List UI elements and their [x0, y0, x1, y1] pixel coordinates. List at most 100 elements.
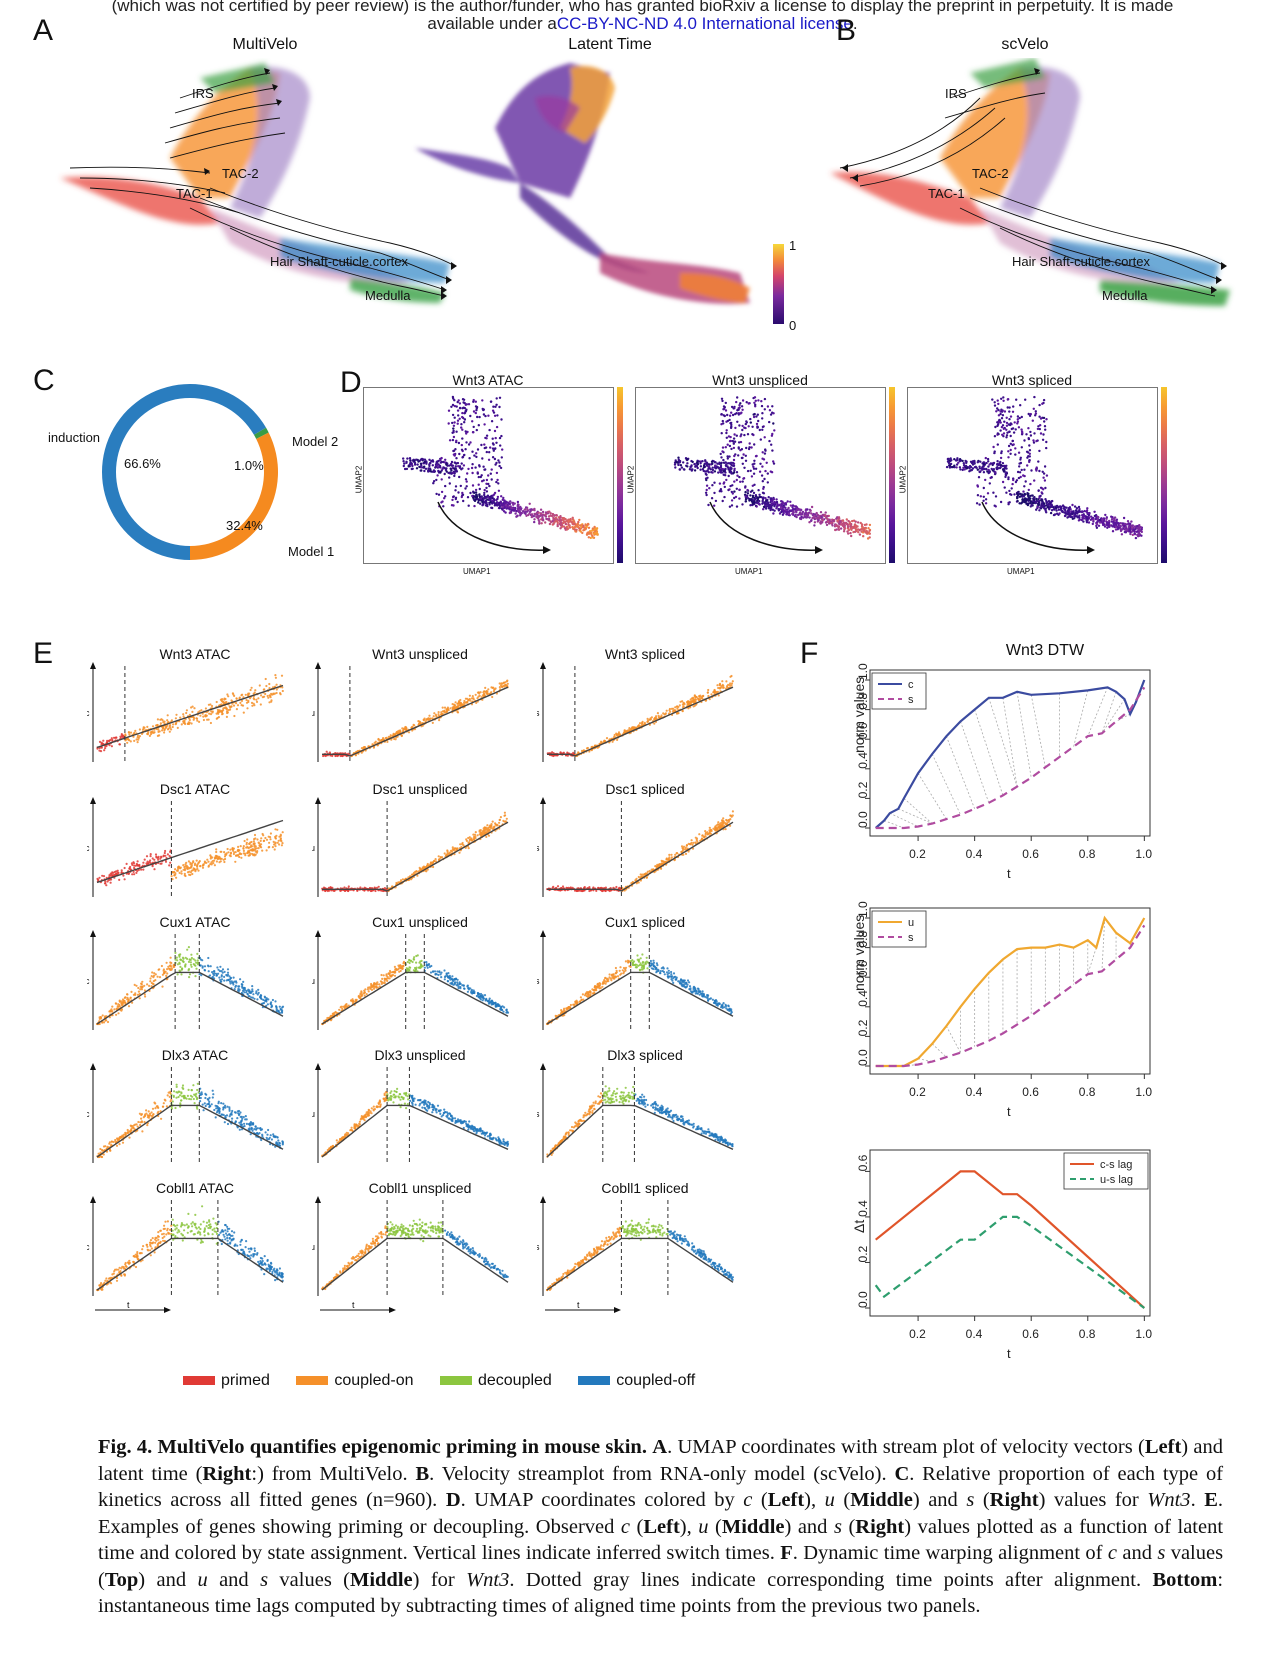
license-line-2: available under aCC-BY-NC-ND 4.0 Interna… [0, 14, 1285, 34]
scvelo-arrowheads [842, 68, 1227, 294]
umap-d-title-3: Wnt3 spliced [991, 372, 1073, 388]
umap-d-plot-2 [635, 387, 895, 564]
donut-pct-induction: 66.6% [124, 456, 161, 471]
e-points-r4-c1 [96, 1082, 284, 1159]
multivelo-label-medulla: Medulla [365, 288, 411, 303]
panel-letter-b: B [836, 14, 857, 47]
e-fit-r4-c3 [546, 1104, 734, 1158]
panel-letter-d: D [340, 366, 362, 399]
e-points-r4-c2 [321, 1087, 510, 1158]
e-fit-r3-c2 [321, 971, 509, 1025]
e-fit-r5-c2 [321, 1237, 509, 1291]
e-points-r3-c3 [545, 953, 733, 1026]
scvelo-label-hair-shaft: Hair Shaft-cuticle.cortex [1012, 254, 1150, 269]
umap-d-cells-2 [673, 396, 872, 540]
multivelo-label-tac1: TAC-1 [176, 186, 213, 201]
svg-text:c: c [87, 843, 90, 853]
scvelo-clusters [830, 58, 1230, 306]
multivelo-title: MultiVelo [232, 36, 298, 53]
e-scatter-r2-c3: s [537, 797, 734, 897]
umap-d-trajectory-arrow-3 [981, 501, 1093, 551]
svg-text:u: u [312, 708, 315, 718]
multivelo-label-irs: IRS [192, 86, 214, 101]
license-line-1: (which was not certified by peer review)… [111, 0, 1174, 15]
umap-d-trajectory-arrow-2 [709, 501, 821, 551]
e-scatter-r5-c1: ct [87, 1196, 284, 1313]
e-title-r3-c1: Cux1 ATAC [159, 914, 231, 930]
donut-slices [101, 384, 278, 560]
dtw-series-1-c [874, 679, 1146, 829]
e-fit-r3-c3 [546, 971, 734, 1025]
e-points-r4-c3 [546, 1085, 734, 1158]
umap-d-cells-3 [945, 395, 1143, 540]
latent-colorbar-max: 1 [789, 238, 797, 253]
license-suffix: . [852, 14, 858, 33]
umap-d-plot-1 [363, 387, 623, 564]
donut-slice-model2 [253, 427, 269, 439]
legend-coupled-on: coupled-on [296, 1372, 414, 1389]
donut-label-model1: Model 1 [288, 544, 335, 559]
scvelo-label-irs: IRS [945, 86, 967, 101]
e-title-r2-c1: Dsc1 ATAC [159, 781, 231, 797]
caption-title: Fig. 4. MultiVelo quantifies epigenomic … [98, 1436, 647, 1458]
donut-label-model2: Model 2 [292, 434, 339, 449]
umap-d-xlabel-1: UMAP1 [463, 567, 491, 576]
e-title-r2-c2: Dsc1 unspliced [372, 781, 468, 797]
e-title-r1-c2: Wnt3 unspliced [372, 646, 468, 662]
latent-time-colorbar [773, 244, 784, 324]
e-fit-r4-c2 [321, 1104, 509, 1158]
umap-d-xlabel-3: UMAP1 [1007, 567, 1035, 576]
legend-primed-swatch [183, 1376, 215, 1386]
svg-text:u: u [312, 843, 315, 853]
panel-letter-c: C [33, 364, 55, 397]
e-scatter-r4-c3: s [537, 1063, 734, 1163]
panel-letter-f: F [800, 637, 819, 670]
e-scatter-r3-c1: c [87, 930, 285, 1030]
svg-text:s: s [537, 708, 540, 718]
donut-slice-model1 [190, 432, 278, 560]
dtw-series-2-s [875, 924, 1146, 1068]
e-fit-r5-c3 [546, 1237, 734, 1291]
e-scatter-r2-c2: u [312, 797, 509, 897]
e-fit-r2-c3 [547, 821, 734, 892]
umap-d-colorbar-3 [1161, 387, 1167, 563]
umap-d-colorbar-2 [889, 387, 895, 563]
e-scatter-r4-c1: c [87, 1063, 284, 1163]
donut-label-induction: induction [48, 430, 101, 445]
panel-letter-a: A [33, 14, 54, 47]
e-points-r3-c1 [95, 946, 285, 1026]
license-link[interactable]: CC-BY-NC-ND 4.0 International license [556, 14, 853, 33]
e-title-r3-c2: Cux1 unspliced [372, 914, 468, 930]
e-scatter-r4-c2: u [312, 1063, 510, 1163]
svg-text:c: c [87, 708, 90, 718]
figure-caption: Fig. 4. MultiVelo quantifies epigenomic … [98, 1436, 1224, 1617]
e-points-r3-c2 [321, 954, 510, 1026]
legend-primed: primed [183, 1372, 270, 1389]
multivelo-label-tac2: TAC-2 [222, 166, 259, 181]
e-fit-r4-c1 [96, 1104, 284, 1158]
e-title-r3-c3: Cux1 spliced [604, 914, 686, 930]
e-points-r2-c1 [96, 828, 284, 887]
umap-d-trajectory-arrow-1 [437, 501, 549, 551]
legend-coupled-off-swatch [578, 1376, 611, 1386]
dtw-legend-3 [1063, 1152, 1149, 1190]
umap-d-ylabel-3: UMAP2 [898, 465, 908, 494]
dtw-series-1-s [875, 686, 1146, 830]
umap-d-ylabel-2: UMAP2 [626, 465, 636, 494]
umap-d-cells-1 [402, 395, 599, 540]
e-points-r2-c2 [321, 811, 508, 893]
e-title-r4-c1: Dlx3 ATAC [161, 1047, 229, 1063]
e-title-r5-c1: Cobll1 ATAC [155, 1180, 235, 1196]
e-fit-r3-c1 [96, 971, 284, 1025]
kinetics-donut [101, 384, 278, 560]
umap-d-title-2: Wnt3 unspliced [712, 372, 808, 388]
svg-text:s: s [537, 843, 540, 853]
latent-time-title: Latent Time [568, 36, 652, 53]
umap-d-colorbar-1 [617, 387, 623, 563]
e-title-r1-c1: Wnt3 ATAC [159, 646, 231, 662]
legend-decoupled-swatch [439, 1376, 472, 1386]
multivelo-umap [60, 63, 457, 303]
